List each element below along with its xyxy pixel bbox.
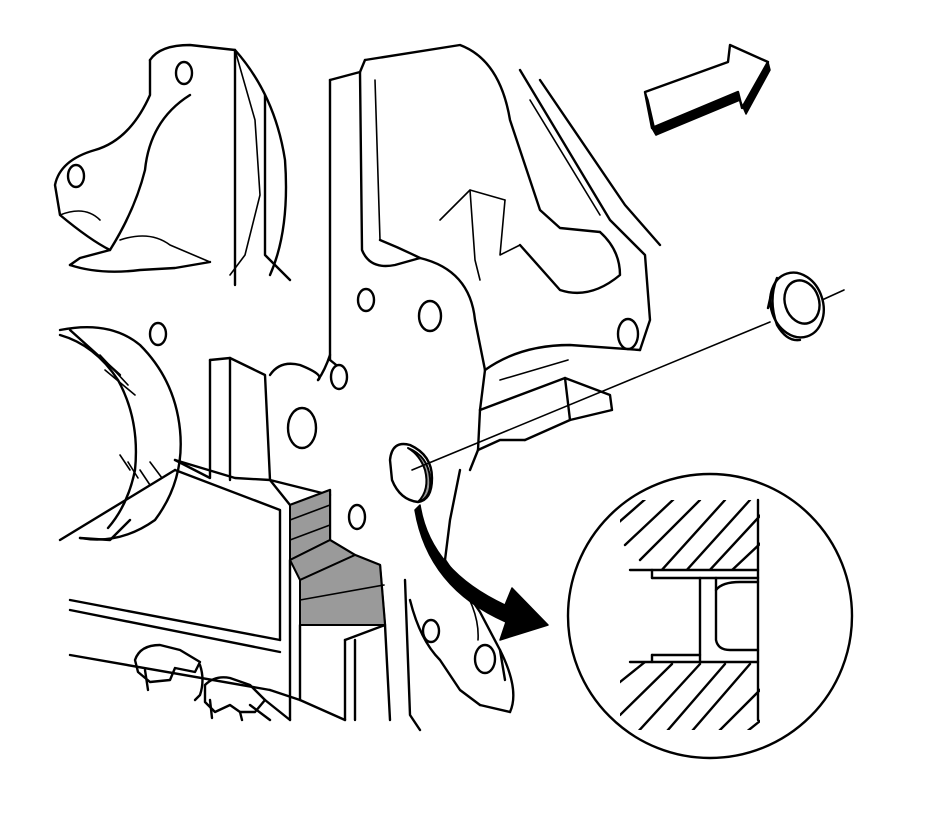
hatched-casting-lower bbox=[620, 662, 760, 730]
lower-left-rail bbox=[58, 356, 392, 722]
bolt-hole bbox=[421, 618, 441, 644]
upper-left-casting bbox=[53, 43, 288, 347]
bolt-hole bbox=[616, 317, 640, 351]
hatched-casting-upper bbox=[620, 500, 760, 570]
alignment-centerline bbox=[411, 321, 771, 471]
section-detail-callout bbox=[566, 472, 854, 760]
bolt-hole bbox=[66, 163, 86, 189]
central-plate bbox=[233, 43, 662, 732]
bolt-hole bbox=[148, 321, 168, 347]
curved-installation-arrow-icon bbox=[414, 504, 549, 641]
bolt-hole bbox=[174, 60, 194, 86]
retainer-clips bbox=[133, 643, 267, 722]
bolt-hole bbox=[286, 406, 318, 450]
expansion-plug bbox=[766, 271, 825, 342]
alignment-centerline-tail bbox=[821, 289, 845, 301]
bolt-hole bbox=[356, 287, 376, 313]
right-bracket bbox=[476, 359, 614, 452]
bolt-hole bbox=[329, 363, 349, 391]
plug-bore bbox=[388, 442, 434, 504]
cylinder-bore bbox=[58, 325, 182, 542]
bolt-hole bbox=[417, 299, 443, 333]
front-direction-arrow-icon bbox=[643, 43, 771, 136]
bolt-hole bbox=[347, 503, 367, 531]
bolt-hole bbox=[473, 643, 497, 675]
